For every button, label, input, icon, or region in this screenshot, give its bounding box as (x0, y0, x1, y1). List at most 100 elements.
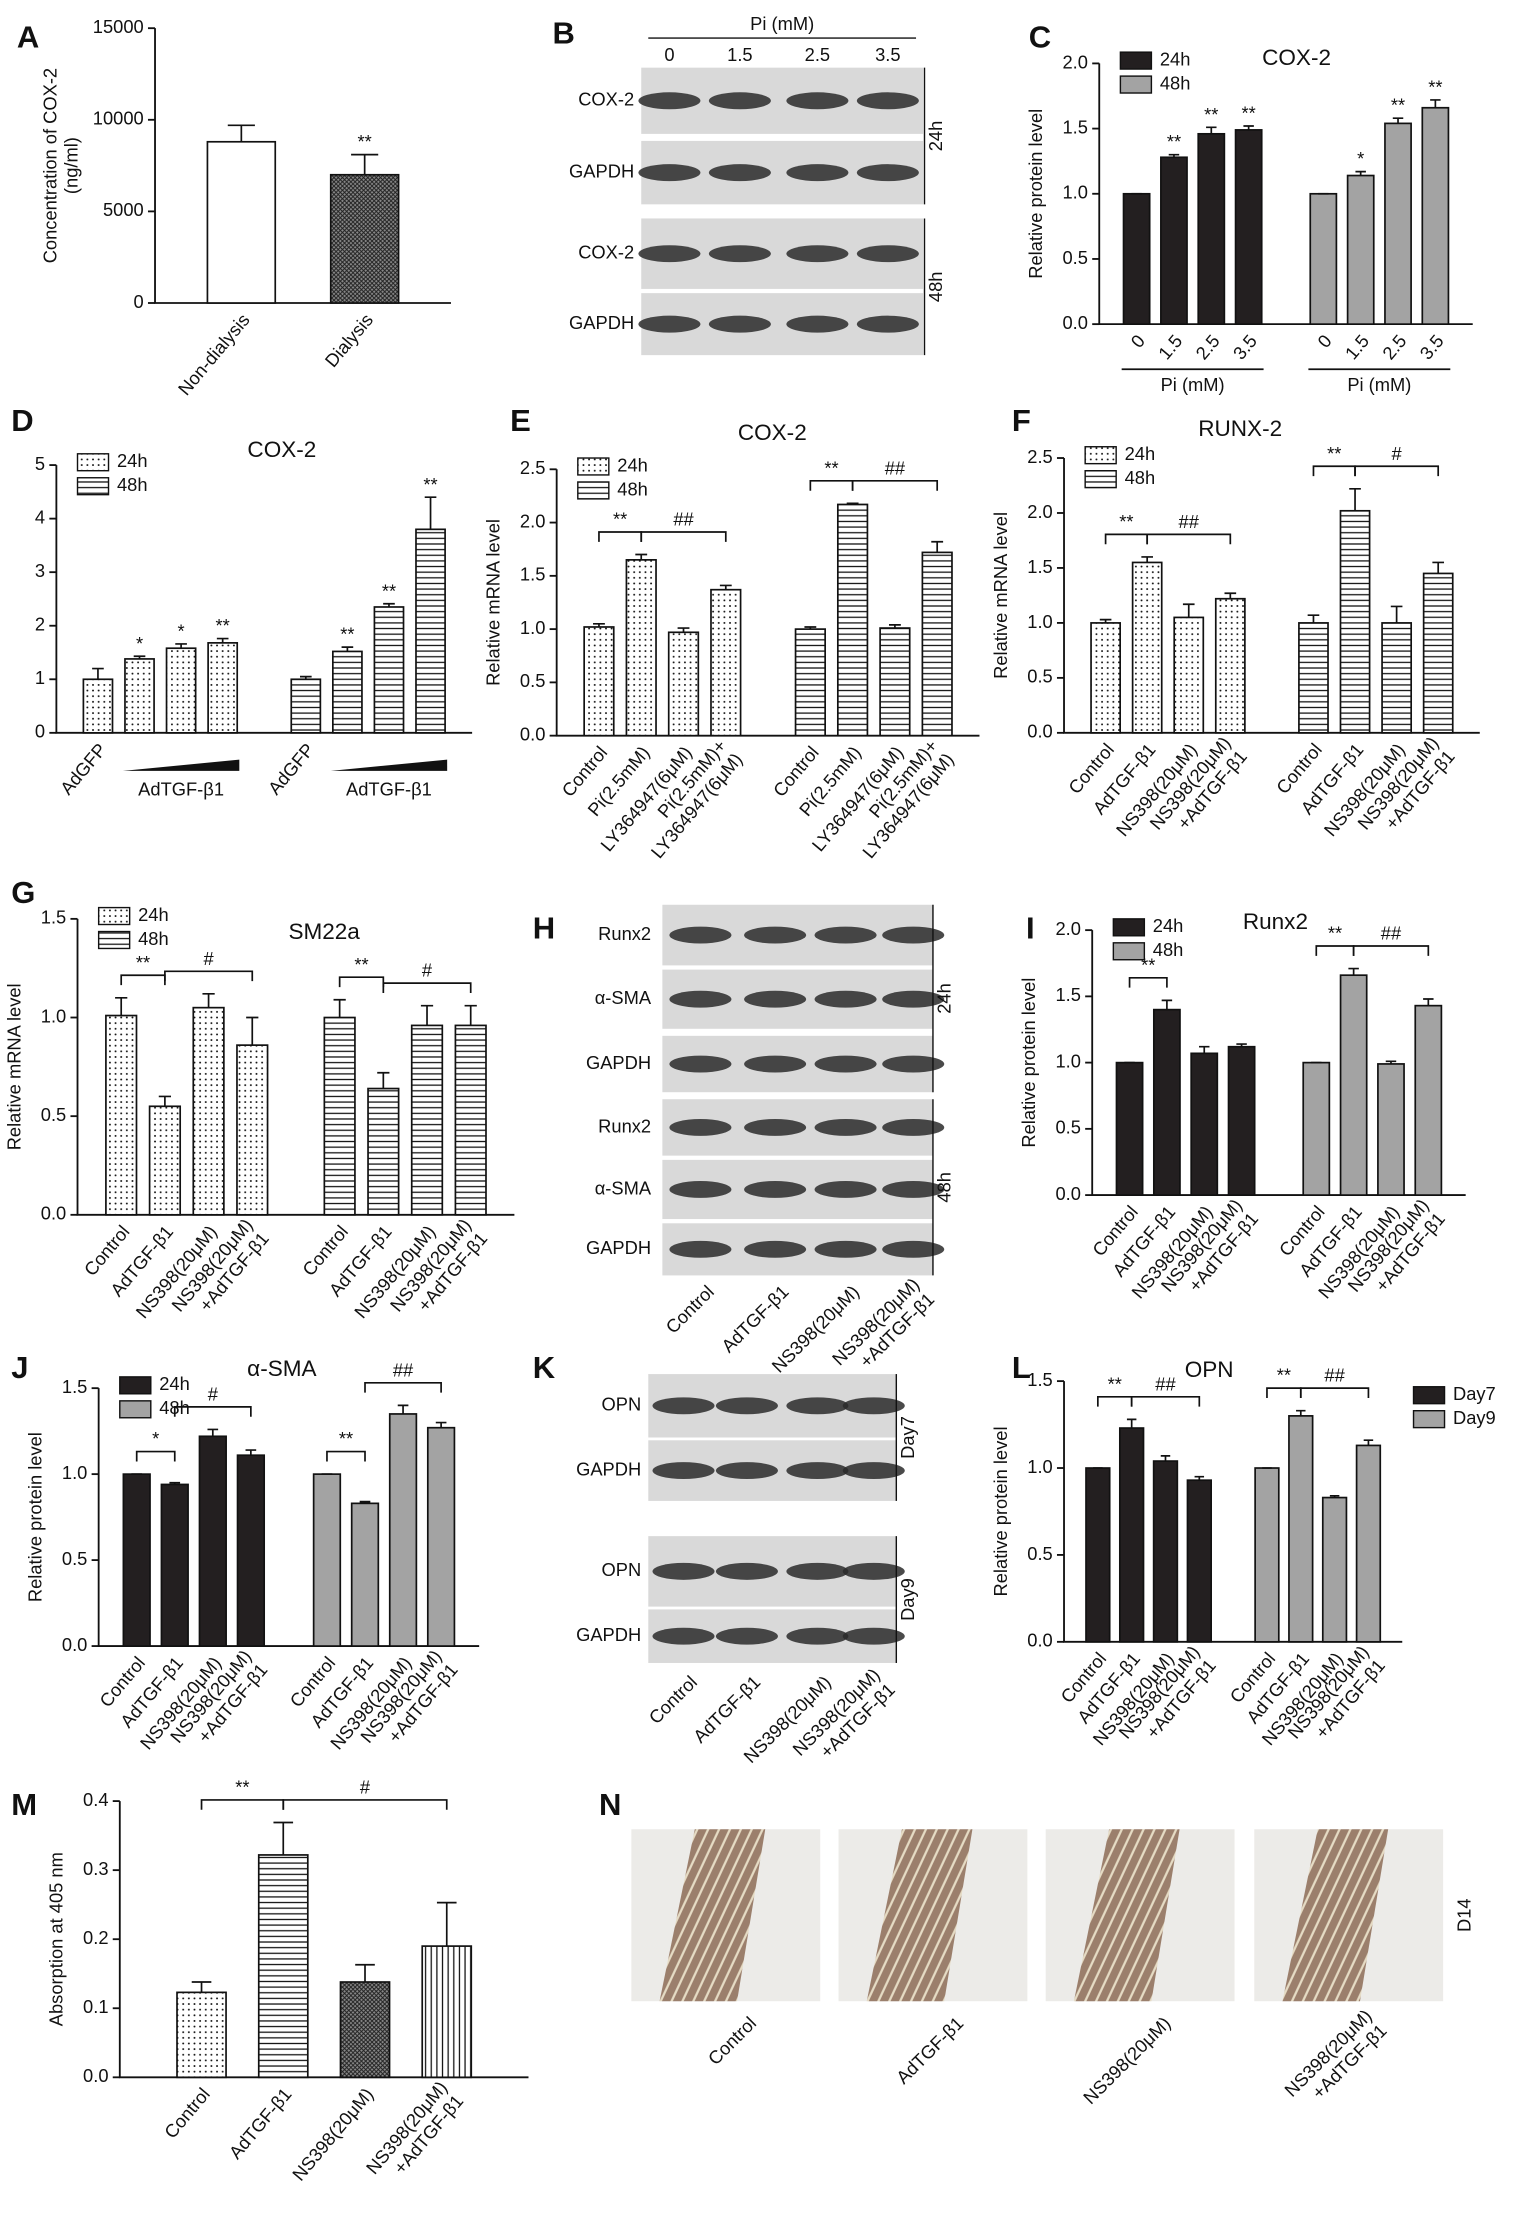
legend-label: 24h (1160, 48, 1191, 69)
bar (1339, 509, 1371, 734)
bar (192, 1006, 225, 1216)
legend-label: 48h (1153, 939, 1184, 960)
bar (373, 606, 405, 734)
y-tick-label: 1.5 (62, 1376, 87, 1397)
bracket-label: ## (885, 457, 906, 478)
panel-letter: K (533, 1350, 556, 1385)
error-bar (115, 996, 128, 1016)
bar (124, 658, 155, 734)
error-bar (1194, 1475, 1205, 1481)
error-bar (677, 627, 690, 633)
dose-ramp (122, 759, 240, 771)
y-tick-label: 0.0 (1063, 312, 1088, 333)
legend-label: 48h (117, 474, 148, 495)
blot-band (856, 245, 919, 263)
bar (165, 647, 197, 734)
bar (82, 678, 114, 734)
y-tick-label: 0.5 (41, 1104, 66, 1125)
blot-band (652, 1397, 715, 1415)
blot-band (669, 1240, 732, 1258)
bracket-label: ** (136, 952, 150, 973)
panel-letter: J (11, 1350, 28, 1385)
legend-swatch (119, 1400, 152, 1419)
tissue-section (1282, 1829, 1389, 2002)
bracket-label: ## (393, 1359, 414, 1380)
blot-band (638, 92, 701, 110)
bar (1197, 132, 1226, 325)
significance: ** (1204, 104, 1218, 125)
chart-title: COX-2 (1262, 45, 1331, 70)
chart-title: COX-2 (247, 437, 316, 462)
panel-letter: L (1012, 1350, 1031, 1385)
chart-title: SM22a (288, 919, 360, 944)
significance: ** (1242, 103, 1256, 124)
blot-band (814, 926, 877, 944)
y-axis-label: Relative mRNA level (3, 983, 24, 1150)
bar (236, 1044, 269, 1216)
x-tick-label: Dialysis (320, 309, 377, 371)
y-tick-label: 2.0 (1063, 51, 1088, 72)
blot-row-label: α-SMA (595, 1177, 652, 1198)
bracket (338, 976, 385, 988)
bar (879, 627, 911, 737)
bar (160, 1483, 189, 1647)
y-tick-label: 1.5 (520, 564, 545, 585)
panel-letter: N (599, 1787, 621, 1822)
blot-band (856, 315, 919, 333)
y-tick-label: 0.0 (62, 1634, 87, 1655)
x-tick-label: 0 (1313, 330, 1336, 351)
group-label: AdTGF-β1 (346, 778, 432, 799)
y-tick-label: 0.5 (1063, 247, 1088, 268)
blot-band (744, 1055, 807, 1073)
bar (1339, 974, 1368, 1196)
dose-ramp (330, 759, 448, 771)
error-bar (1141, 556, 1153, 563)
bar (1414, 1004, 1443, 1196)
error-bar (1392, 117, 1404, 124)
bracket-label: ## (1155, 1373, 1176, 1394)
panel-letter: F (1012, 403, 1031, 438)
micrograph-label: AdTGF-β1 (892, 2012, 968, 2088)
error-bar (1430, 99, 1441, 108)
blot-band (786, 1462, 849, 1480)
bar (710, 588, 742, 737)
blot-band (744, 1240, 807, 1258)
bracket (1354, 465, 1440, 477)
y-tick-label: 2.0 (1055, 918, 1080, 939)
bracket (173, 1406, 252, 1417)
x-tick-label: AdGFP (56, 739, 111, 798)
y-tick-label: 2 (35, 614, 45, 635)
bracket (1130, 1395, 1201, 1407)
bar (794, 628, 826, 737)
error-bar (1126, 1418, 1137, 1429)
blot-band (882, 1055, 945, 1073)
blot-row-label: GAPDH (569, 160, 634, 181)
bar (1309, 192, 1338, 325)
y-tick-label: 0.0 (41, 1203, 66, 1224)
bracket-label: * (152, 1428, 159, 1449)
y-axis-label-line: (ng/ml) (60, 137, 81, 194)
blot-row-label: GAPDH (569, 312, 634, 333)
blot-band (669, 926, 732, 944)
chart-title: COX-2 (738, 420, 807, 445)
y-tick-label: 0.3 (83, 1858, 108, 1879)
bar (667, 631, 700, 737)
bar (1384, 122, 1412, 325)
blot-lane-label: NS398(20μM)+AdTGF-β1 (788, 1664, 899, 1775)
legend-label: 24h (617, 454, 648, 475)
legend-swatch (1112, 918, 1146, 937)
bar (176, 1991, 227, 2079)
blot-band (638, 245, 701, 263)
blot-band (842, 1397, 905, 1415)
bar (625, 559, 657, 737)
blot-band (842, 1562, 905, 1580)
blot-band (814, 990, 877, 1008)
blot-lane-label: 3.5 (875, 44, 900, 65)
error-bar (1348, 967, 1359, 976)
panel-letter: B (552, 15, 574, 50)
bracket (809, 479, 854, 491)
error-bar (1236, 1043, 1247, 1047)
legend-swatch (1412, 1386, 1446, 1405)
error-bar (804, 626, 817, 630)
